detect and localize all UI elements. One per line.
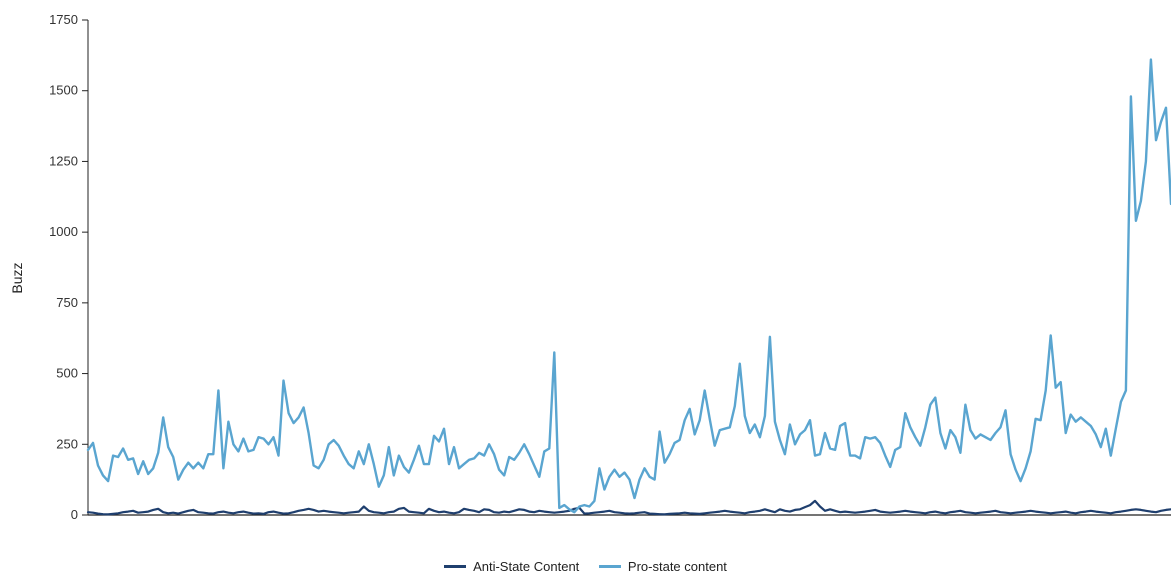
legend-label-anti-state: Anti-State Content xyxy=(473,559,580,574)
series-line-anti-state xyxy=(86,499,1171,516)
y-axis: 0 250 500 750 1000 1250 1500 1750 xyxy=(49,12,89,522)
y-tick-label: 1000 xyxy=(49,224,78,239)
legend-item-anti-state[interactable]: Anti-State Content xyxy=(444,559,579,574)
series-line-pro-state xyxy=(86,58,1171,514)
y-tick-label: 500 xyxy=(56,366,78,381)
series-layer xyxy=(86,58,1171,516)
y-tick-label: 750 xyxy=(56,295,78,310)
y-tick-label: 1500 xyxy=(49,83,78,98)
y-axis-title: Buzz xyxy=(9,262,25,293)
legend-swatch-anti-state xyxy=(444,565,467,568)
y-tick-label: 0 xyxy=(71,507,78,522)
x-axis: Jul 1Jul 19Aug 6Aug 24Sep 11Sep 29Oct 17… xyxy=(88,514,1171,516)
legend: Anti-State Content Pro-state content xyxy=(0,556,1171,574)
y-tick-label: 1250 xyxy=(49,153,78,168)
y-tick-label: 250 xyxy=(56,436,78,451)
y-tick-label: 1750 xyxy=(49,12,78,27)
legend-item-pro-state[interactable]: Pro-state content xyxy=(598,559,727,574)
legend-swatch-pro-state xyxy=(598,565,621,568)
legend-label-pro-state: Pro-state content xyxy=(627,559,727,574)
